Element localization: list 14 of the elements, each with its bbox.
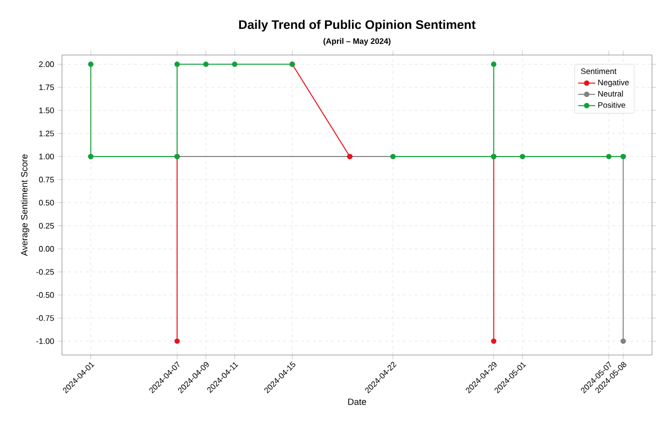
- point: [491, 338, 496, 344]
- point: [606, 154, 612, 160]
- point: [88, 62, 94, 67]
- point: [390, 154, 396, 160]
- point: [520, 154, 526, 160]
- point: [491, 62, 496, 67]
- point: [174, 62, 180, 67]
- point: [174, 338, 180, 344]
- point: [203, 62, 209, 67]
- point: [232, 62, 238, 67]
- y-axis-title: Average Sentiment Score: [20, 154, 30, 256]
- x-axis-title: Date: [348, 398, 366, 405]
- chart-title: Daily Trend of Public Opinion Sentiment: [239, 20, 476, 32]
- point: [620, 338, 626, 344]
